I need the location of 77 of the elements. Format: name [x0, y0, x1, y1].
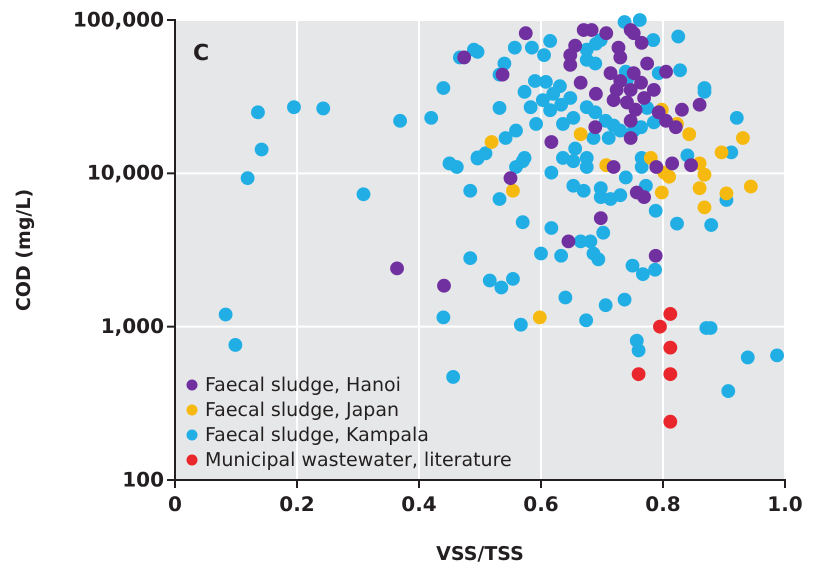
- point: [588, 120, 602, 134]
- point: [624, 131, 638, 145]
- point: [390, 261, 404, 276]
- point: [594, 211, 608, 226]
- y-tick-label: 1,000: [100, 314, 164, 338]
- point: [637, 190, 651, 204]
- point: [624, 114, 638, 128]
- point: [506, 184, 520, 198]
- point: [574, 127, 588, 142]
- point: [504, 171, 518, 186]
- point: [620, 96, 634, 110]
- point: [744, 180, 758, 194]
- point: [684, 158, 698, 172]
- point: [606, 93, 620, 108]
- point: [714, 145, 728, 160]
- point: [544, 135, 558, 149]
- point: [606, 160, 620, 174]
- y-axis-title: COD (mg/L): [13, 188, 35, 312]
- point: [662, 170, 676, 184]
- point: [668, 120, 683, 134]
- point: [665, 156, 680, 170]
- point: [675, 102, 689, 117]
- y-tick-label: 100,000: [72, 7, 164, 32]
- point: [663, 414, 678, 429]
- point: [649, 160, 664, 174]
- point: [659, 64, 673, 79]
- point: [518, 26, 533, 40]
- point: [646, 83, 661, 97]
- point: [613, 50, 628, 64]
- point: [604, 66, 618, 80]
- point: [562, 234, 576, 248]
- point: [634, 76, 648, 90]
- point: [632, 367, 646, 382]
- point: [437, 278, 451, 293]
- point: [659, 114, 673, 128]
- point: [663, 367, 678, 382]
- legend-label: Faecal sludge, Hanoi: [205, 374, 401, 396]
- legend-label: Faecal sludge, Kampala: [205, 424, 429, 446]
- point: [626, 26, 641, 40]
- x-tick-label: 0.2: [279, 492, 315, 516]
- point: [496, 68, 510, 82]
- point: [532, 310, 547, 324]
- point: [653, 320, 667, 334]
- point: [484, 135, 498, 149]
- point: [637, 91, 651, 105]
- point: [634, 36, 649, 50]
- legend-label: Municipal wastewater, literature: [205, 449, 512, 471]
- point: [628, 102, 642, 117]
- point: [698, 168, 712, 182]
- point: [682, 127, 696, 142]
- x-tick-label: 0: [168, 492, 182, 516]
- point: [599, 26, 614, 40]
- annotation: C: [193, 41, 210, 66]
- point: [588, 86, 603, 101]
- point: [692, 181, 707, 196]
- x-axis-title: VSS/TSS: [436, 543, 524, 565]
- point: [698, 200, 712, 214]
- point: [736, 131, 750, 145]
- point: [624, 83, 638, 97]
- point: [663, 307, 678, 321]
- x-tick-label: 1.0: [767, 492, 803, 516]
- x-tick-label: 0.6: [523, 492, 559, 516]
- point: [574, 76, 588, 90]
- x-tick-label: 0.4: [401, 492, 437, 516]
- point: [663, 340, 678, 355]
- y-tick-label: 10,000: [86, 160, 164, 185]
- point: [626, 66, 641, 80]
- x-tick-label: 0.8: [645, 492, 681, 516]
- point: [654, 186, 669, 200]
- point: [640, 56, 654, 70]
- legend-label: Faecal sludge, Japan: [205, 399, 400, 421]
- y-tick-label: 100: [122, 467, 164, 492]
- point: [652, 105, 666, 120]
- point: [457, 50, 472, 64]
- point: [720, 186, 734, 200]
- point: [648, 248, 663, 263]
- point: [692, 98, 707, 112]
